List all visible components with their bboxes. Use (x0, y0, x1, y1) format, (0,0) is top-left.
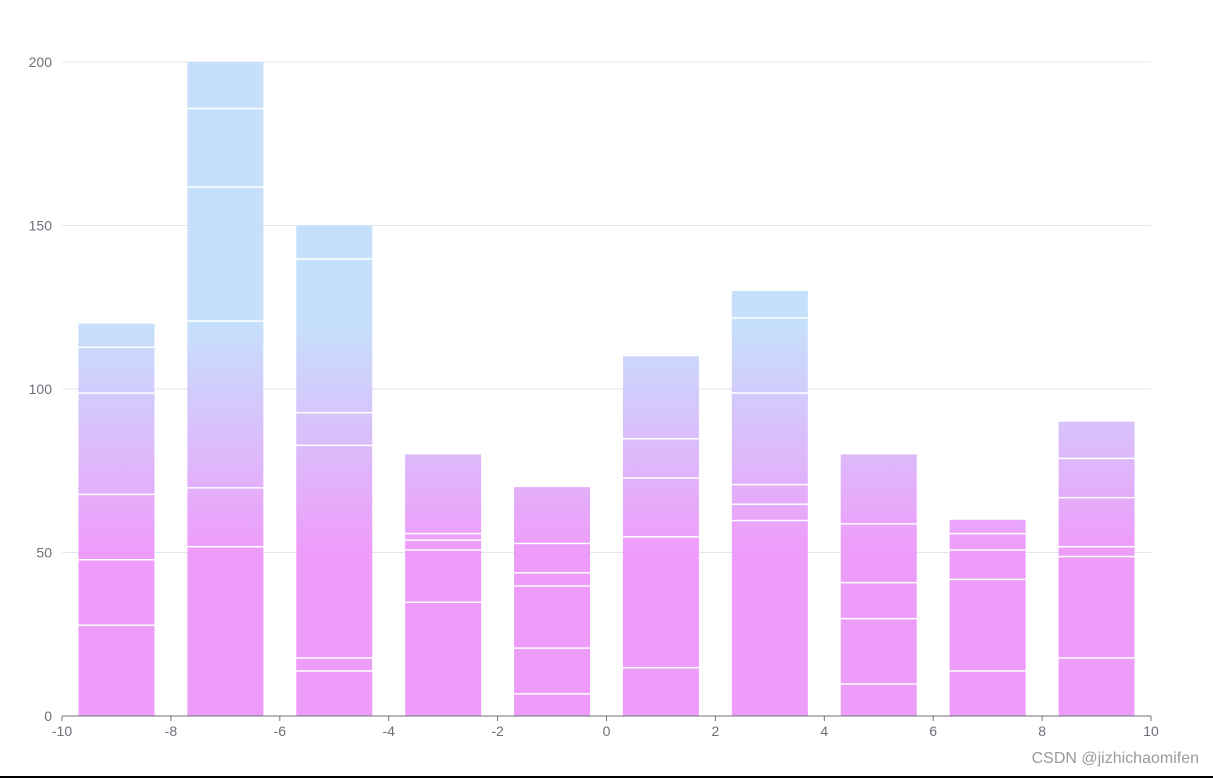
bar-segment-4-4 (514, 542, 591, 573)
bar-stack-9 (1058, 421, 1135, 716)
y-tick-label: 0 (44, 708, 52, 724)
bar-segment-3-0 (405, 601, 482, 716)
x-tick-label: 4 (820, 723, 828, 739)
segment-divider-1-1 (187, 485, 264, 489)
bar-segment-9-3 (1058, 496, 1135, 546)
bar-segment-8-4 (949, 519, 1026, 533)
bar-segment-1-1 (187, 487, 264, 546)
bar-segment-5-3 (622, 438, 699, 478)
x-tick-label: -10 (52, 723, 72, 739)
bar-segment-1-4 (187, 107, 264, 187)
bar-segment-7-4 (840, 454, 917, 524)
bar-segment-2-3 (296, 411, 373, 445)
y-tick-label: 150 (29, 218, 53, 234)
bar-segment-1-2 (187, 320, 264, 488)
bar-stack-5 (622, 356, 699, 716)
bar-segment-4-1 (514, 647, 591, 694)
bar-segment-3-4 (405, 454, 482, 533)
x-tick-label: -4 (382, 723, 395, 739)
x-tick-label: 2 (712, 723, 720, 739)
x-tick-label: -8 (165, 723, 178, 739)
bar-segment-2-4 (296, 258, 373, 412)
bar-stack-1 (187, 62, 264, 716)
bottom-border (0, 776, 1213, 778)
bars (78, 62, 1135, 716)
bar-segment-6-5 (731, 290, 808, 318)
bar-segment-8-2 (949, 549, 1026, 579)
bar-stack-0 (78, 323, 155, 716)
bar-segment-9-1 (1058, 555, 1135, 658)
bar-segment-8-1 (949, 578, 1026, 671)
bar-segment-4-5 (514, 487, 591, 543)
bar-segment-1-5 (187, 62, 264, 108)
bar-segment-9-4 (1058, 457, 1135, 497)
segment-divider-0-2 (78, 492, 155, 496)
bar-segment-6-2 (731, 483, 808, 504)
bar-segment-2-0 (296, 670, 373, 716)
bar-segment-8-3 (949, 532, 1026, 550)
watermark: CSDN @jizhichaomifen (1031, 750, 1199, 767)
bar-stack-8 (949, 519, 1026, 716)
bar-segment-1-3 (187, 186, 264, 321)
bar-segment-3-1 (405, 549, 482, 602)
bar-segment-7-1 (840, 617, 917, 684)
bar-stack-4 (514, 487, 591, 716)
x-tick-label: 6 (929, 723, 937, 739)
bar-segment-9-0 (1058, 657, 1135, 716)
segment-divider-6-1 (731, 501, 808, 505)
bar-segment-6-4 (731, 317, 808, 393)
bar-segment-4-2 (514, 585, 591, 648)
x-tick-label: -2 (491, 723, 504, 739)
bar-segment-0-1 (78, 559, 155, 625)
bar-segment-7-3 (840, 523, 917, 582)
bar-segment-3-2 (405, 539, 482, 550)
bar-segment-2-5 (296, 225, 373, 259)
y-tick-label: 50 (36, 545, 52, 561)
bar-segment-5-0 (622, 666, 699, 716)
bar-segment-1-0 (187, 545, 264, 716)
bar-segment-3-3 (405, 532, 482, 540)
bar-segment-7-0 (840, 683, 917, 716)
bar-stack-6 (731, 290, 808, 716)
y-tick-label: 200 (29, 54, 53, 70)
bar-segment-0-3 (78, 392, 155, 494)
bar-segment-4-3 (514, 572, 591, 586)
x-tick-label: -6 (274, 723, 287, 739)
bar-segment-7-2 (840, 581, 917, 618)
bar-segment-0-0 (78, 624, 155, 716)
bar-segment-2-1 (296, 657, 373, 671)
bar-segment-0-4 (78, 346, 155, 393)
bar-segment-2-2 (296, 444, 373, 658)
x-tick-label: 0 (603, 723, 611, 739)
x-tick-label: 8 (1038, 723, 1046, 739)
bar-segment-9-5 (1058, 421, 1135, 458)
bar-segment-5-2 (622, 477, 699, 537)
bar-stack-3 (405, 454, 482, 716)
bar-segment-8-0 (949, 670, 1026, 716)
bar-segment-6-3 (731, 392, 808, 484)
bar-segment-6-0 (731, 519, 808, 716)
bar-segment-5-4 (622, 356, 699, 439)
y-tick-label: 100 (29, 381, 53, 397)
bar-stack-2 (296, 225, 373, 716)
x-tick-label: 10 (1143, 723, 1159, 739)
bar-segment-0-2 (78, 493, 155, 560)
bar-segment-4-0 (514, 693, 591, 716)
bar-segment-6-1 (731, 503, 808, 520)
bar-segment-5-1 (622, 536, 699, 667)
bar-segment-9-2 (1058, 545, 1135, 556)
bar-stack-7 (840, 454, 917, 716)
segment-divider-5-2 (622, 475, 699, 479)
bar-segment-0-5 (78, 323, 155, 347)
